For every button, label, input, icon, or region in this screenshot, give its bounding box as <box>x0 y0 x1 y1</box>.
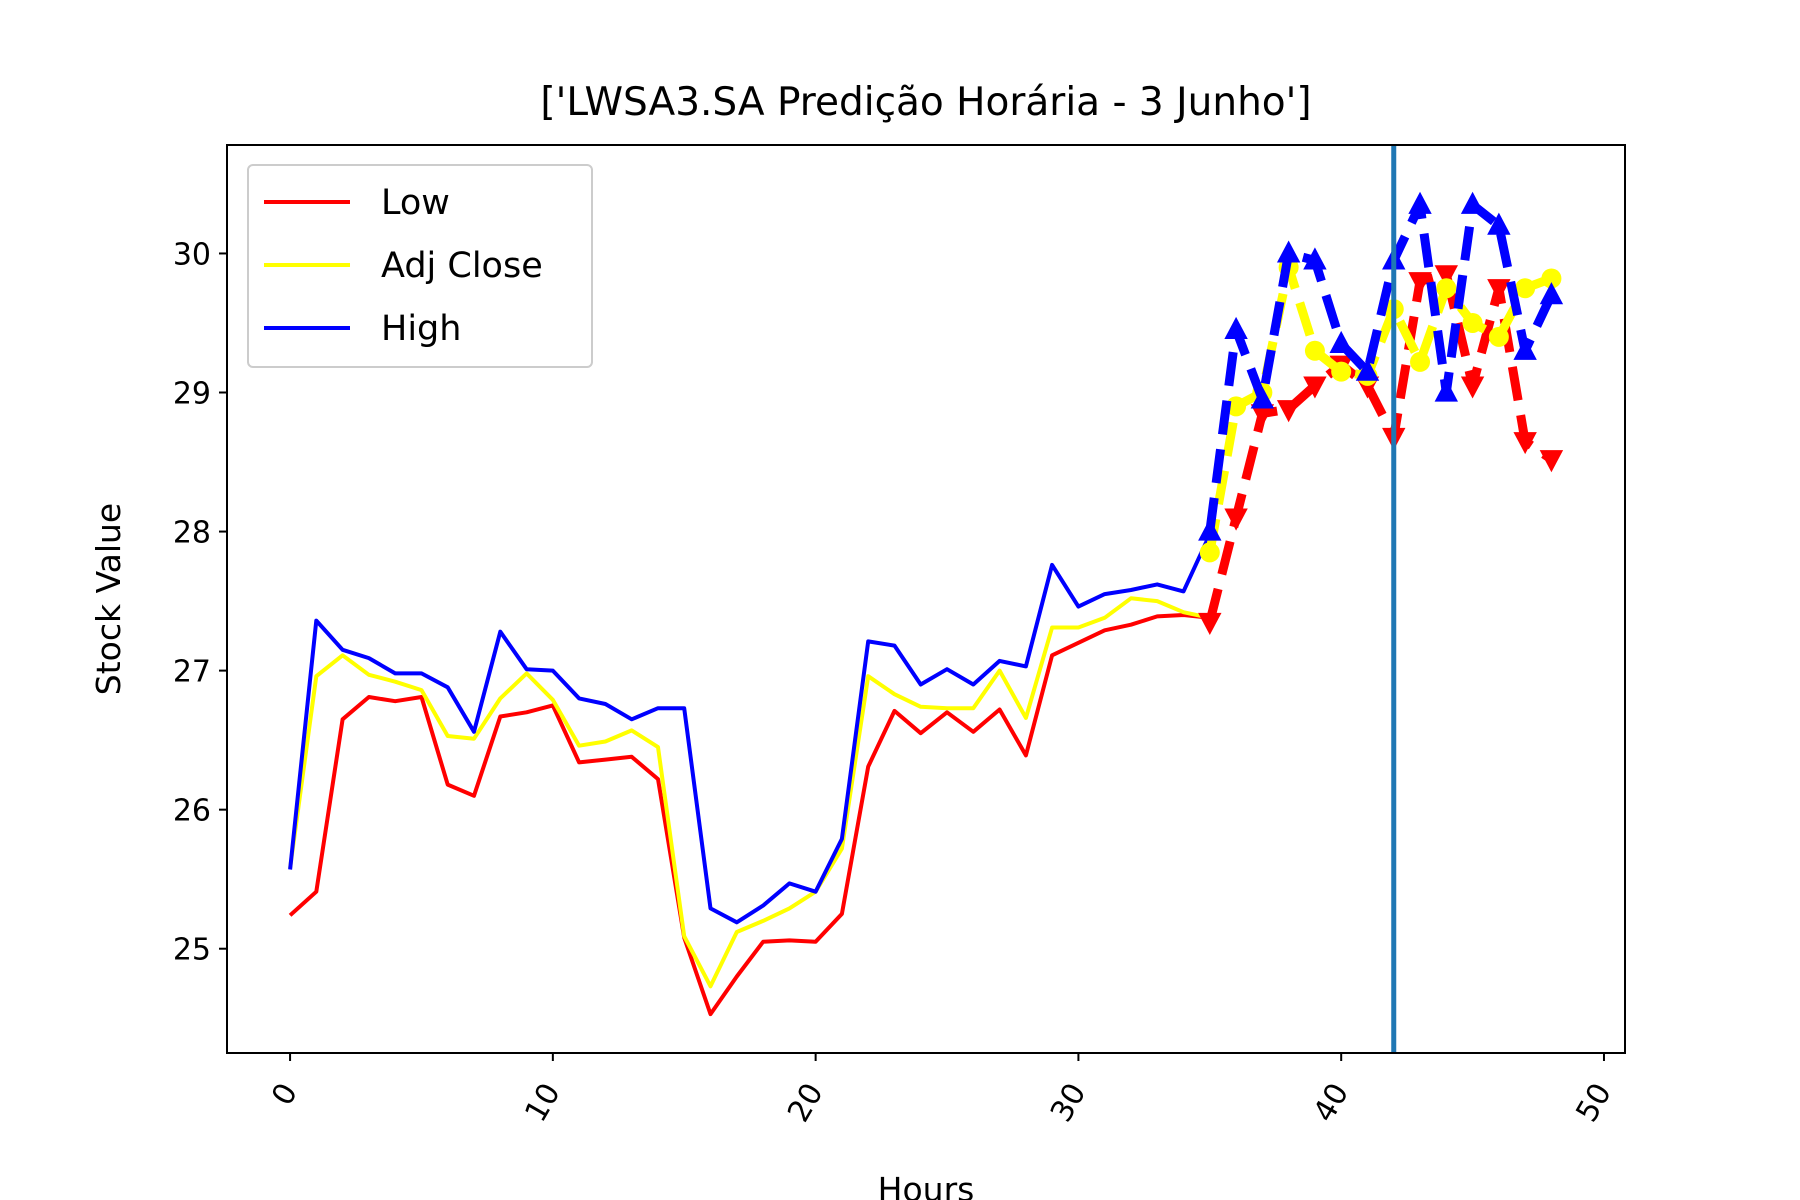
data-point-prediction-low <box>1303 376 1327 399</box>
y-tick-label: 25 <box>173 933 211 968</box>
data-point-prediction-adj-close <box>1410 351 1431 372</box>
data-point-prediction-high <box>1224 316 1248 340</box>
data-point-prediction-low <box>1513 432 1537 455</box>
data-point-prediction-low <box>1434 265 1459 288</box>
data-point-prediction-adj-close <box>1488 326 1509 347</box>
plot-area-frame <box>226 144 1626 1054</box>
chart-title: ['LWSA3.SA Predição Horária - 3 Junho'] <box>540 80 1311 125</box>
data-point-prediction-low <box>1460 376 1485 399</box>
y-tick-label: 28 <box>173 516 211 551</box>
data-point-prediction-high <box>1276 240 1301 263</box>
legend-label-adj-close: Adj Close <box>381 246 543 286</box>
data-point-prediction-high <box>1329 330 1353 353</box>
data-point-prediction-high <box>1513 337 1537 360</box>
data-point-prediction-low <box>1224 508 1248 531</box>
data-point-prediction-adj-close <box>1304 340 1325 361</box>
data-point-prediction-high <box>1198 518 1222 541</box>
data-point-prediction-adj-close <box>1541 268 1562 289</box>
series-line-adj-close <box>288 596 1211 989</box>
data-point-prediction-high <box>1434 379 1459 402</box>
data-point-prediction-adj-close <box>1462 312 1483 333</box>
data-point-prediction-high <box>1408 191 1432 214</box>
data-point-prediction-high <box>1487 212 1511 235</box>
data-point-prediction-adj-close <box>1515 278 1536 299</box>
series-line-prediction-high <box>1205 200 1556 533</box>
series-layer <box>288 191 1564 1017</box>
data-point-prediction-high <box>1355 358 1380 381</box>
y-tick-label: 30 <box>173 237 211 272</box>
y-tick-label: 29 <box>173 377 211 412</box>
data-point-prediction-adj-close <box>1199 542 1220 563</box>
data-point-prediction-low <box>1276 400 1301 423</box>
data-point-prediction-low <box>1198 612 1222 635</box>
data-point-prediction-high <box>1539 282 1564 305</box>
data-point-prediction-high <box>1303 247 1327 270</box>
data-point-prediction-high <box>1460 191 1485 214</box>
y-tick-label: 27 <box>173 655 211 690</box>
series-line-high <box>288 533 1212 925</box>
x-axis-label: Hours <box>878 1170 975 1200</box>
data-point-prediction-low <box>1250 404 1275 427</box>
data-point-prediction-low <box>1539 450 1564 473</box>
legend-label-low: Low <box>381 183 450 223</box>
legend: Low Adj Close High <box>247 164 593 368</box>
data-point-prediction-low <box>1408 272 1432 295</box>
legend-label-high: High <box>381 309 461 349</box>
data-point-prediction-high <box>1250 386 1275 409</box>
data-point-prediction-low <box>1487 279 1511 302</box>
series-line-low <box>288 613 1211 1017</box>
data-point-prediction-adj-close <box>1436 278 1457 299</box>
legend-box <box>247 164 593 368</box>
data-point-prediction-adj-close <box>1331 361 1352 382</box>
y-axis-label: Stock Value <box>89 503 128 695</box>
y-tick-label: 26 <box>173 794 211 829</box>
